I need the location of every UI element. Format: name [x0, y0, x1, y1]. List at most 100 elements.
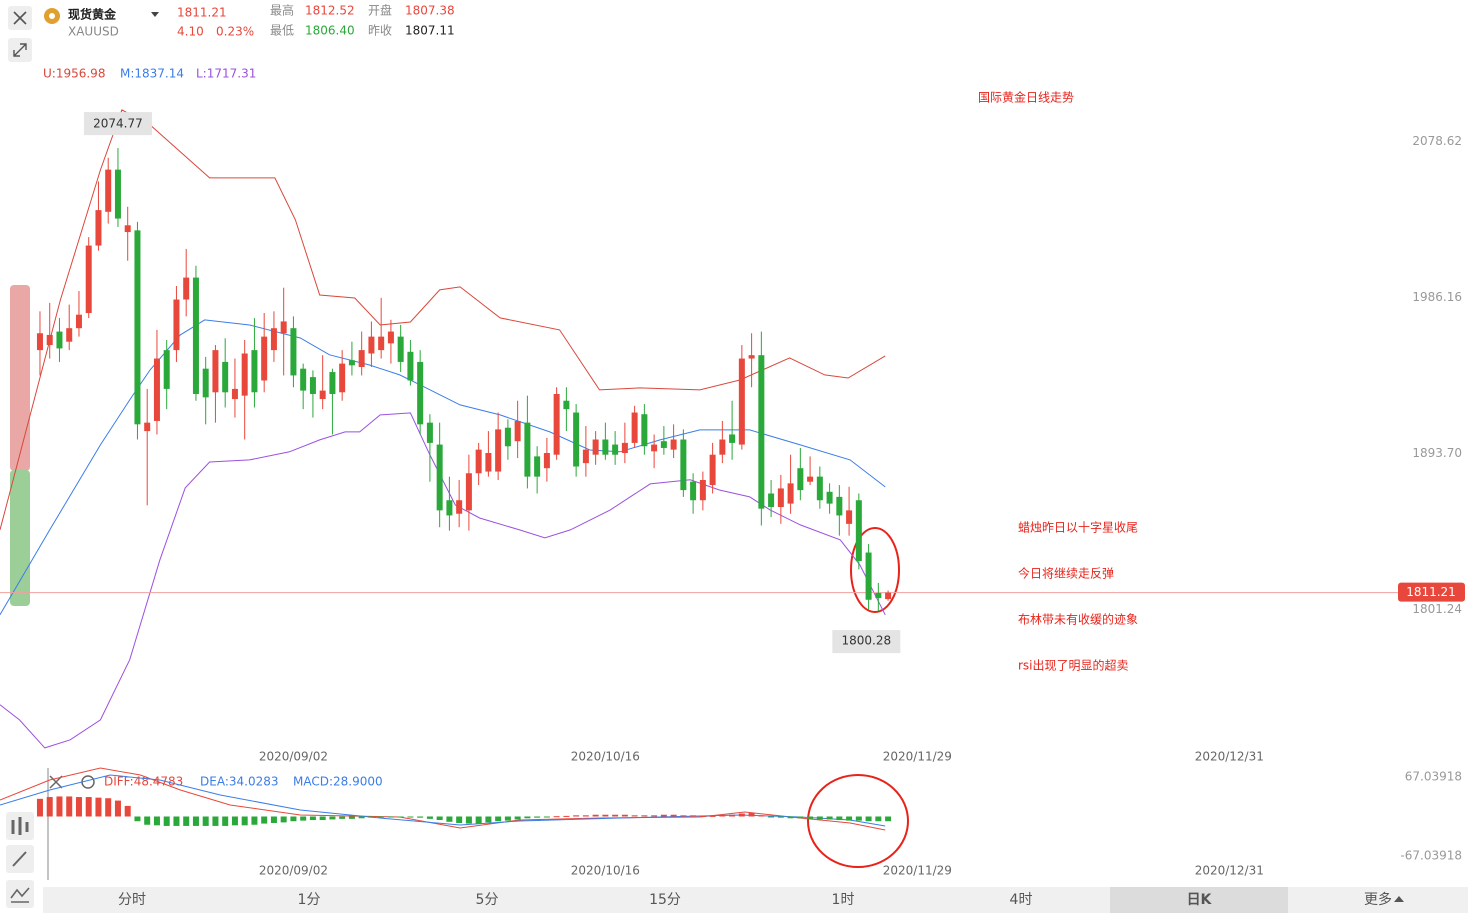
dropdown-arrow[interactable]	[151, 12, 159, 17]
y-tick-label: 1893.70	[1412, 446, 1462, 460]
macd-bar	[729, 814, 736, 817]
highlight-circle	[807, 774, 909, 868]
stat-value: 1807.38	[405, 4, 455, 18]
stat-label: 最低	[270, 24, 294, 38]
macd-bar	[787, 816, 794, 819]
candle-body	[348, 360, 355, 366]
period-tab[interactable]: 1时	[832, 892, 855, 908]
candle-body	[153, 358, 160, 421]
candle-body	[163, 350, 170, 389]
candle-body	[826, 491, 833, 504]
legend-entry: U:1956.98	[43, 67, 105, 81]
macd-bar	[417, 816, 424, 818]
y-tick-label: -67.03918	[1400, 849, 1462, 863]
macd-bar	[329, 816, 336, 820]
macd-bar	[612, 814, 619, 817]
macd-bar	[670, 814, 677, 817]
macd-bar	[358, 816, 365, 819]
indicator-icon	[11, 817, 29, 835]
candle-body	[641, 414, 648, 447]
macd-bar	[368, 816, 375, 818]
macd-bar	[163, 816, 170, 826]
macd-bar	[553, 816, 560, 818]
more-arrow[interactable]	[1394, 896, 1404, 902]
macd-bar	[378, 816, 385, 818]
candle-body	[124, 225, 131, 233]
candle-body	[66, 328, 73, 342]
annotation-text: 蜡烛昨日以十字星收尾	[1018, 520, 1138, 535]
candle-body	[56, 331, 63, 349]
candle-body	[865, 552, 872, 600]
macd-bar	[514, 816, 521, 820]
candle-body	[553, 393, 560, 455]
macd-bar	[816, 816, 823, 820]
macd-bar	[192, 816, 199, 826]
candle-body	[387, 331, 394, 344]
macd-bar	[855, 816, 862, 821]
candle-body	[495, 429, 502, 472]
macd-bar	[651, 815, 658, 817]
period-tab[interactable]: 5分	[476, 892, 499, 908]
macd-bar	[105, 798, 112, 817]
stat-label: 昨收	[368, 24, 392, 38]
macd-bar	[807, 816, 814, 819]
macd-bar	[75, 797, 82, 817]
stat-value: 1812.52	[305, 4, 355, 18]
candle-body	[709, 454, 716, 486]
candle-body	[261, 336, 268, 381]
y-tick-label: 67.03918	[1405, 769, 1462, 783]
candle-body	[651, 444, 658, 452]
legend-entry: MACD:28.9000	[293, 775, 383, 789]
period-tab[interactable]: 更多	[1364, 891, 1392, 908]
macd-bar	[231, 816, 238, 826]
period-tab[interactable]: 分时	[118, 892, 146, 908]
low-label: 1800.28	[842, 634, 892, 648]
candle-body	[582, 449, 589, 464]
candle-body	[36, 333, 43, 351]
x-tick-label: 2020/12/31	[1195, 864, 1264, 878]
candle-body	[602, 439, 609, 455]
period-tab[interactable]: 4时	[1010, 892, 1033, 908]
candle-body	[134, 230, 141, 425]
macd-bar	[563, 815, 570, 817]
period-tab[interactable]: 1分	[298, 892, 321, 908]
x-tick-label: 2020/11/29	[883, 864, 952, 878]
pressure-bar-up	[10, 285, 30, 471]
macd-bar	[660, 814, 667, 817]
macd-bar	[621, 814, 628, 817]
candle-body	[46, 334, 53, 346]
macd-bar	[436, 816, 443, 821]
macd-bar	[797, 816, 804, 819]
candle-body	[222, 361, 229, 393]
macd-bar	[846, 816, 853, 821]
macd-bar	[826, 816, 833, 820]
x-tick-label: 2020/09/02	[259, 864, 328, 878]
period-tab[interactable]: 日K	[1187, 892, 1213, 908]
candle-body	[621, 442, 628, 454]
macd-bar	[875, 816, 882, 822]
annotation-text: rsi出现了明显的超卖	[1018, 658, 1129, 673]
y-tick-label: 1801.24	[1412, 602, 1462, 616]
high-label: 2074.77	[93, 117, 143, 131]
candle-body	[202, 368, 209, 398]
candle-body	[446, 500, 453, 516]
period-tab[interactable]: 15分	[649, 892, 681, 908]
macd-bar	[592, 814, 599, 817]
candle-body	[758, 355, 765, 509]
candle-body	[485, 453, 492, 472]
candle-body	[368, 336, 375, 354]
macd-bar	[36, 798, 43, 817]
macd-bar	[534, 816, 541, 818]
macd-bar	[153, 816, 160, 826]
macd-bar	[748, 812, 755, 817]
candle-body	[660, 441, 667, 448]
macd-bar	[85, 797, 92, 817]
macd-bar	[631, 815, 638, 817]
macd-bar	[348, 816, 355, 819]
shrink-icon	[13, 43, 27, 57]
symbol-name[interactable]: 现货黄金	[68, 7, 117, 22]
candle-body	[329, 372, 336, 394]
macd-bar	[690, 815, 697, 817]
candle-body	[787, 483, 794, 504]
candle-body	[290, 328, 297, 376]
